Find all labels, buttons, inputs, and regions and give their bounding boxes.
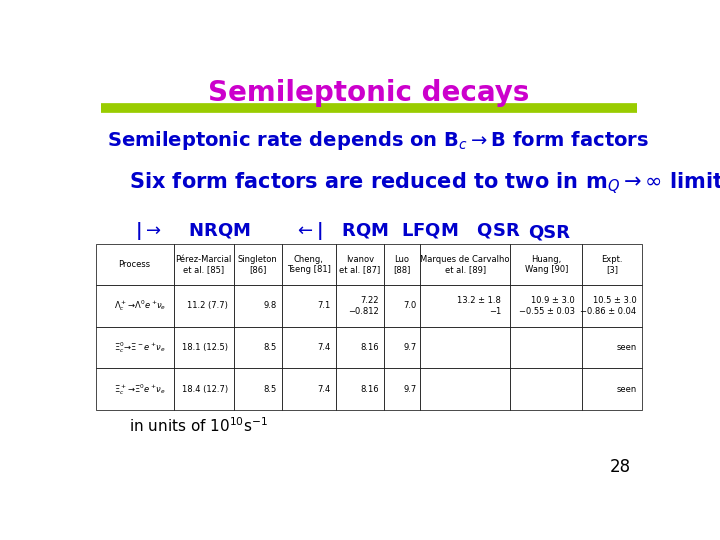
Text: $\leftarrow$|   RQM  LFQM   QSR: $\leftarrow$| RQM LFQM QSR: [294, 220, 521, 241]
Text: |$\rightarrow$    NRQM: |$\rightarrow$ NRQM: [135, 220, 251, 241]
Text: in units of 10$^{10}$s$^{-1}$: in units of 10$^{10}$s$^{-1}$: [129, 416, 268, 435]
Text: Semileptonic rate depends on B$_c$$\to$B form factors: Semileptonic rate depends on B$_c$$\to$B…: [107, 129, 649, 152]
Text: Semileptonic decays: Semileptonic decays: [208, 79, 530, 107]
Text: Six form factors are reduced to two in m$_Q$$\to$$\infty$ limit: Six form factors are reduced to two in m…: [129, 171, 720, 197]
Text: 28: 28: [610, 458, 631, 476]
Text: QSR: QSR: [528, 224, 570, 241]
